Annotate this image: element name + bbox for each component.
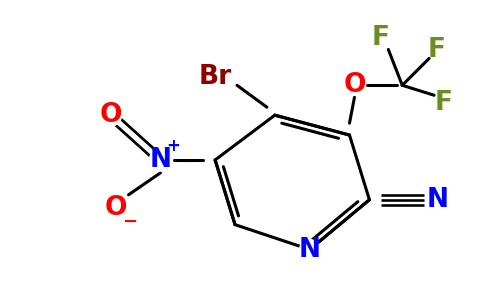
Text: F: F	[435, 90, 453, 116]
Text: F: F	[428, 38, 446, 64]
Text: N: N	[150, 147, 171, 173]
Text: Br: Br	[198, 64, 232, 90]
Circle shape	[105, 197, 126, 219]
Circle shape	[300, 240, 319, 260]
Text: −: −	[122, 213, 137, 231]
Circle shape	[100, 104, 121, 126]
Text: +: +	[166, 137, 180, 155]
Circle shape	[345, 75, 364, 95]
Text: O: O	[343, 72, 366, 98]
Text: F: F	[371, 25, 389, 50]
Text: N: N	[299, 236, 321, 262]
Text: O: O	[99, 102, 122, 128]
Text: O: O	[105, 195, 127, 221]
Text: N: N	[427, 187, 449, 213]
Circle shape	[150, 149, 171, 171]
